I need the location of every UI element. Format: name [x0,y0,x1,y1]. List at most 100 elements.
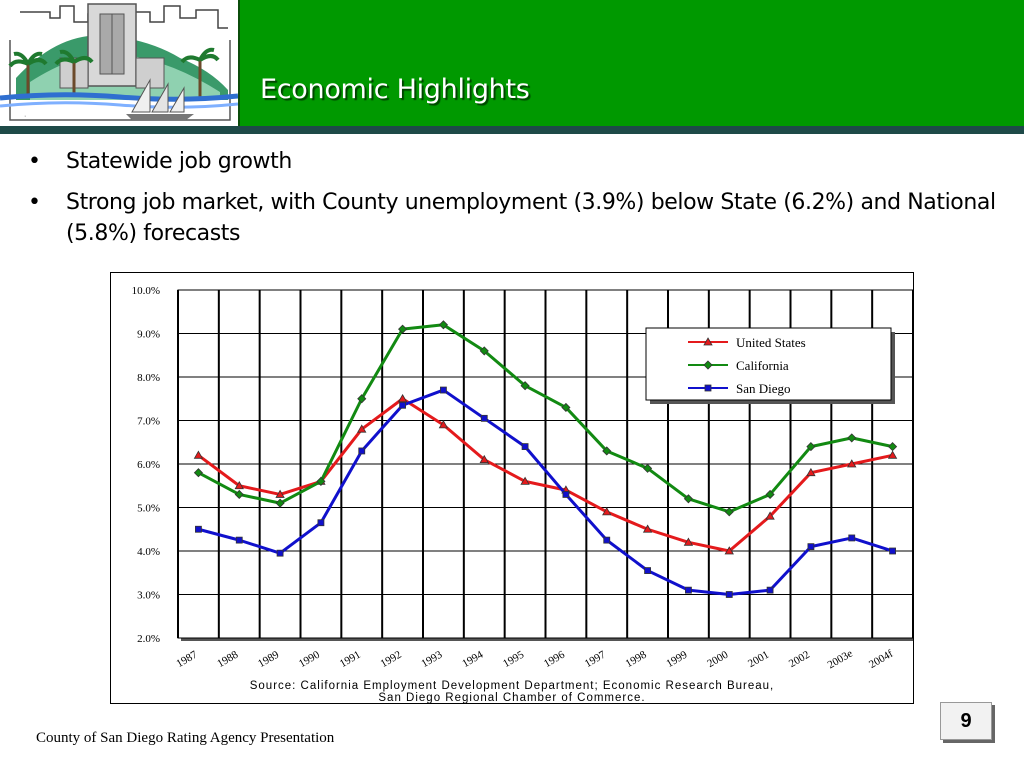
data-point [887,450,898,459]
data-point [479,454,489,464]
data-point [479,346,489,356]
x-tick-label: 1995 [501,648,526,670]
data-point [725,591,733,598]
data-point [806,442,816,452]
bullet-dot-icon: • [28,190,41,215]
data-point [847,459,857,468]
bullet-text: Strong job market, with County unemploym… [66,190,996,246]
data-point [704,384,712,392]
y-tick-label: 2.0% [137,633,160,645]
data-point [357,424,367,433]
y-tick-label: 7.0% [137,416,160,428]
data-point [195,525,202,533]
data-point [703,360,713,370]
data-point [398,324,408,334]
data-point [520,381,530,391]
data-point [643,463,653,473]
y-tick-label: 4.0% [137,546,160,558]
data-point [724,507,734,517]
data-point [275,498,285,508]
data-point [440,386,447,394]
x-tick-label: 2001 [746,649,771,670]
x-tick-label: 1991 [338,649,363,670]
data-point [357,394,367,404]
x-tick-label: 1992 [379,649,404,670]
data-point [561,402,571,413]
data-point [276,549,284,557]
data-point [438,320,448,330]
data-point [683,494,693,504]
data-point [193,450,204,459]
x-tick-label: 1987 [174,648,199,670]
data-point [399,401,406,409]
data-point [644,567,651,574]
title-divider-band [0,126,1024,134]
data-point [765,489,775,500]
data-point [234,489,244,500]
bullet-dot-icon: • [28,149,41,174]
y-tick-label: 9.0% [137,329,160,341]
data-point [397,393,408,403]
data-point [848,534,856,542]
bullet-text: Statewide job growth [66,149,292,174]
bullet-item: • Statewide job growth [28,146,1018,177]
data-point [703,337,713,346]
data-point [888,442,898,452]
data-point [806,467,816,477]
x-tick-label: 1997 [583,648,608,670]
source-note-line: San Diego Regional Chamber of Commerce. [378,692,645,703]
legend-box [645,327,892,401]
county-logo: · [0,0,240,126]
series-line [197,323,893,514]
data-point [766,586,774,594]
chart-svg: 2.0% 3.0% 4.0% 5.0% 6.0% 7.0% 8.0% 9.0% 10.0% 198… [132,285,913,703]
data-point [480,414,488,422]
x-tick-label: 1988 [215,648,240,670]
title-bar: Economic Highlights [240,0,1024,128]
bullet-item: • Strong job market, with County unemploy… [28,187,1018,249]
data-point [358,447,366,455]
x-tick-label: 2002 [787,649,812,670]
data-point [642,524,653,533]
svg-text:·: · [24,113,26,120]
x-tick-label: 1989 [256,648,281,670]
slide-title: Economic Highlights [260,74,530,105]
series-line [198,388,894,596]
data-point [724,546,734,555]
data-point [317,519,325,527]
source-note-line: Source: California Employment Developmen… [250,680,775,692]
data-point [438,420,449,429]
data-point [275,489,285,498]
page-number: 9 [940,702,992,740]
x-tick-label: 2003e [826,647,855,671]
legend-label: San Diego [736,381,791,396]
x-tick-label: 1990 [297,648,322,670]
data-point [807,543,815,551]
x-tick-label: 2000 [705,648,730,670]
data-point [316,476,326,486]
x-tick-label: 1993 [419,648,444,670]
footer-text: County of San Diego Rating Agency Presen… [36,730,335,746]
bullet-list: • Statewide job growth • Strong job market… [28,146,1018,259]
legend-label: United States [736,335,806,350]
y-tick-label: 6.0% [137,459,160,471]
y-tick-label: 10.0% [132,285,160,297]
y-tick-label: 8.0% [137,372,160,384]
data-point [889,547,896,555]
data-point [683,537,694,546]
y-tick-label: 3.0% [137,590,160,602]
y-tick-label: 5.0% [137,503,160,515]
x-tick-label: 1998 [624,648,649,670]
data-point [520,476,530,485]
x-tick-label: 1999 [664,648,689,670]
unemployment-chart: 2.0% 3.0% 4.0% 5.0% 6.0% 7.0% 8.0% 9.0% 10.0% 198… [110,272,914,704]
data-point [562,491,570,498]
x-tick-label: 1996 [542,648,567,670]
data-point [235,536,243,544]
data-point [521,443,529,451]
data-point [602,507,612,516]
data-point [603,536,611,544]
data-point [847,433,857,443]
county-seal-logo-icon: · [0,3,238,121]
data-point [765,511,775,520]
